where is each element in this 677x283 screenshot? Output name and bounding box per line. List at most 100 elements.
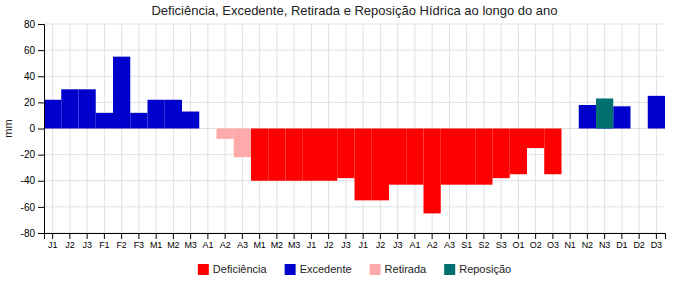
tick-label: N1 bbox=[564, 240, 576, 250]
bar bbox=[148, 128, 165, 129]
x-tick: J3 bbox=[341, 233, 351, 250]
bar-series bbox=[251, 129, 562, 214]
bar bbox=[406, 128, 423, 129]
legend-label: Deficiência bbox=[213, 263, 268, 275]
tick-mark bbox=[138, 233, 139, 239]
tick-mark bbox=[38, 207, 44, 208]
bar bbox=[631, 128, 648, 129]
bar bbox=[648, 128, 665, 129]
tick-label: 60 bbox=[24, 45, 36, 56]
chart: -80-60-40-20020406080J1J2J3F1F2F3M1M2M3A… bbox=[0, 0, 677, 283]
legend-label: Retirada bbox=[385, 263, 427, 275]
bar bbox=[544, 128, 561, 129]
x-tick: A2 bbox=[427, 233, 438, 250]
tick-mark bbox=[483, 233, 484, 239]
bar bbox=[579, 128, 596, 129]
tick-mark bbox=[570, 233, 571, 239]
bar bbox=[458, 128, 475, 129]
bar bbox=[303, 129, 320, 181]
x-tick: S1 bbox=[461, 233, 472, 250]
y-tick: -20 bbox=[21, 149, 44, 160]
y-tick: 20 bbox=[24, 97, 44, 108]
legend: DeficiênciaExcedenteRetiradaReposição bbox=[198, 263, 511, 275]
bar bbox=[458, 128, 475, 129]
bar bbox=[320, 129, 337, 181]
bar bbox=[510, 128, 527, 129]
y-axis: -80-60-40-20020406080 bbox=[21, 19, 45, 239]
bar bbox=[406, 129, 423, 185]
x-tick: M3 bbox=[184, 233, 197, 250]
x-tick: A1 bbox=[409, 233, 420, 250]
bar bbox=[544, 128, 561, 129]
tick-mark bbox=[656, 233, 657, 239]
tick-mark bbox=[501, 233, 502, 239]
bar bbox=[268, 128, 285, 129]
tick-label: M1 bbox=[150, 240, 163, 250]
tick-mark bbox=[294, 233, 295, 239]
x-tick: J3 bbox=[393, 233, 403, 250]
tick-label: -60 bbox=[21, 202, 36, 213]
x-tick: N1 bbox=[564, 233, 576, 250]
bar-series bbox=[44, 57, 665, 129]
bars bbox=[44, 57, 665, 214]
grid-line-x bbox=[207, 24, 208, 233]
bar bbox=[199, 128, 216, 129]
bar bbox=[79, 89, 96, 128]
tick-label: S1 bbox=[461, 240, 472, 250]
bar bbox=[527, 128, 544, 129]
bar bbox=[372, 128, 389, 129]
tick-mark bbox=[449, 233, 450, 239]
tick-mark bbox=[276, 233, 277, 239]
tick-mark bbox=[328, 233, 329, 239]
tick-label: 0 bbox=[29, 123, 35, 134]
bar bbox=[61, 128, 78, 129]
tick-mark bbox=[587, 233, 588, 239]
x-tick: J3 bbox=[82, 233, 92, 250]
x-tick: J1 bbox=[358, 233, 368, 250]
tick-label: D3 bbox=[651, 240, 663, 250]
x-tick: F3 bbox=[134, 233, 145, 250]
bar-series bbox=[217, 129, 252, 158]
bar bbox=[424, 128, 441, 129]
tick-mark bbox=[121, 233, 122, 239]
bar bbox=[165, 128, 182, 129]
bar bbox=[493, 128, 510, 129]
tick-mark bbox=[518, 233, 519, 239]
bar bbox=[631, 128, 648, 129]
bar bbox=[424, 128, 441, 129]
bar bbox=[165, 128, 182, 129]
y-axis-title: mm bbox=[2, 119, 14, 137]
grid-line-y bbox=[44, 206, 665, 207]
x-tick: D1 bbox=[616, 233, 628, 250]
bar bbox=[182, 112, 199, 129]
x-axis: J1J2J3F1F2F3M1M2M3A1A2A3M1M2M3J1J2J3J1J2… bbox=[45, 233, 666, 250]
bar bbox=[251, 128, 268, 129]
bar bbox=[96, 113, 113, 129]
tick-mark bbox=[156, 233, 157, 239]
tick-mark bbox=[38, 76, 44, 77]
bar bbox=[320, 128, 337, 129]
bar bbox=[562, 128, 579, 129]
bar bbox=[234, 129, 251, 158]
bar bbox=[493, 128, 510, 129]
bar bbox=[648, 96, 665, 129]
tick-label: 80 bbox=[24, 19, 36, 30]
tick-label: D2 bbox=[633, 240, 645, 250]
tick-mark bbox=[38, 155, 44, 156]
tick-label: O2 bbox=[530, 240, 542, 250]
x-tick: M1 bbox=[253, 233, 266, 250]
tick-mark bbox=[38, 233, 44, 234]
bar bbox=[130, 128, 147, 129]
bar bbox=[389, 128, 406, 129]
tick-mark bbox=[38, 129, 44, 130]
bar bbox=[286, 128, 303, 129]
tick-mark bbox=[259, 233, 260, 239]
bar bbox=[613, 106, 630, 128]
tick-mark bbox=[38, 181, 44, 182]
bar bbox=[61, 89, 78, 128]
x-tick: M2 bbox=[271, 233, 284, 250]
legend-label: Reposição bbox=[459, 263, 511, 275]
bar bbox=[113, 128, 130, 129]
tick-label: F2 bbox=[116, 240, 127, 250]
bar bbox=[251, 129, 268, 181]
